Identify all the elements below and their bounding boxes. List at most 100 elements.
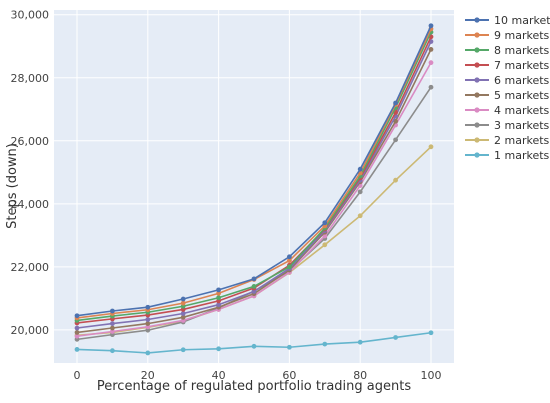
data-point [286, 264, 292, 270]
legend-item[interactable]: 1 markets [465, 149, 550, 162]
legend-marker [474, 122, 480, 128]
legend-marker [474, 137, 480, 143]
data-point [180, 296, 186, 302]
y-tick-label: 24,000 [11, 198, 50, 211]
legend-marker [474, 62, 480, 68]
data-point [145, 321, 151, 327]
data-point [286, 254, 292, 260]
x-tick-label: 40 [212, 369, 226, 382]
legend-label: 7 markets [494, 59, 550, 72]
data-point [74, 333, 80, 339]
data-point [74, 313, 80, 319]
series-lines [74, 23, 434, 356]
data-point [322, 220, 328, 226]
y-tick-label: 20,000 [11, 324, 50, 337]
data-point [110, 321, 115, 327]
data-point [428, 23, 434, 29]
data-point [428, 84, 434, 90]
data-point [286, 258, 292, 263]
legend-marker [474, 47, 480, 53]
x-tick-label: 60 [282, 369, 296, 382]
legend-label: 6 markets [494, 74, 550, 87]
data-point [180, 311, 186, 316]
legend-item[interactable]: 4 markets [465, 104, 550, 117]
legend-label: 4 markets [494, 104, 550, 117]
data-point [393, 177, 398, 183]
legend-marker [474, 152, 480, 158]
data-point [216, 290, 222, 296]
data-point [145, 317, 151, 322]
legend-item[interactable]: 6 markets [465, 74, 550, 87]
data-point [322, 233, 328, 239]
gridlines [54, 10, 454, 363]
data-point [110, 348, 115, 354]
legend-marker [474, 92, 480, 98]
data-point [357, 213, 363, 219]
data-point [322, 242, 328, 248]
data-point [216, 295, 222, 301]
x-axis-title: Percentage of regulated portfolio tradin… [97, 379, 411, 394]
data-point [216, 302, 222, 308]
plot-area [54, 10, 454, 363]
data-point [357, 339, 363, 345]
legend-label: 5 markets [494, 89, 550, 102]
data-point [251, 289, 257, 294]
data-point [428, 144, 434, 150]
legend-label: 1 markets [494, 149, 550, 162]
data-point [251, 276, 257, 282]
data-point [145, 304, 151, 310]
series-10-markets [74, 23, 434, 319]
legend-label: 10 markets [494, 14, 550, 27]
data-point [74, 325, 80, 331]
y-tick-label: 22,000 [11, 261, 50, 274]
legend-marker [474, 32, 480, 38]
x-tick-label: 100 [420, 369, 441, 382]
data-point [216, 346, 222, 352]
y-axis-ticks: 20,000 22,000 24,000 26,000 28,000 30,000 [11, 9, 50, 337]
legend-label: 3 markets [494, 119, 550, 132]
data-point [393, 100, 398, 106]
data-point [145, 327, 151, 333]
x-tick-label: 80 [353, 369, 367, 382]
y-tick-label: 26,000 [11, 135, 50, 148]
legend-item[interactable]: 7 markets [465, 59, 550, 72]
data-point [251, 284, 257, 289]
data-point [216, 287, 222, 293]
data-point [110, 308, 115, 314]
data-point [180, 300, 186, 306]
data-point [110, 325, 115, 331]
data-point [357, 166, 363, 172]
data-point [110, 329, 115, 334]
y-tick-label: 30,000 [11, 9, 50, 22]
data-point [428, 330, 434, 336]
legend-item[interactable]: 2 markets [465, 134, 550, 147]
legend-item[interactable]: 8 markets [465, 44, 550, 57]
y-axis-title: Steps (down) [5, 143, 20, 229]
data-point [180, 314, 186, 320]
data-point [145, 350, 151, 356]
legend-label: 2 markets [494, 134, 550, 147]
x-tick-label: 0 [74, 369, 81, 382]
data-point [180, 347, 186, 353]
legend-item[interactable]: 9 markets [465, 29, 550, 42]
legend[interactable]: 10 markets 9 markets 8 markets 7 markets 6 m… [465, 14, 550, 162]
data-point [322, 341, 328, 347]
legend-item[interactable]: 10 markets [465, 14, 550, 27]
legend-item[interactable]: 3 markets [465, 119, 550, 132]
legend-item[interactable]: 5 markets [465, 89, 550, 102]
legend-marker [474, 77, 480, 83]
data-point [357, 189, 363, 195]
x-axis-ticks: 0 20 40 60 80 100 [74, 369, 442, 382]
data-point [428, 46, 434, 52]
data-point [428, 60, 434, 66]
legend-label: 9 markets [494, 29, 550, 42]
data-point [393, 335, 398, 340]
legend-label: 8 markets [494, 44, 550, 57]
legend-marker [474, 107, 480, 113]
data-point [251, 343, 257, 349]
x-tick-label: 20 [141, 369, 155, 382]
data-point [393, 118, 398, 124]
data-point [393, 137, 398, 143]
y-tick-label: 28,000 [11, 72, 50, 85]
